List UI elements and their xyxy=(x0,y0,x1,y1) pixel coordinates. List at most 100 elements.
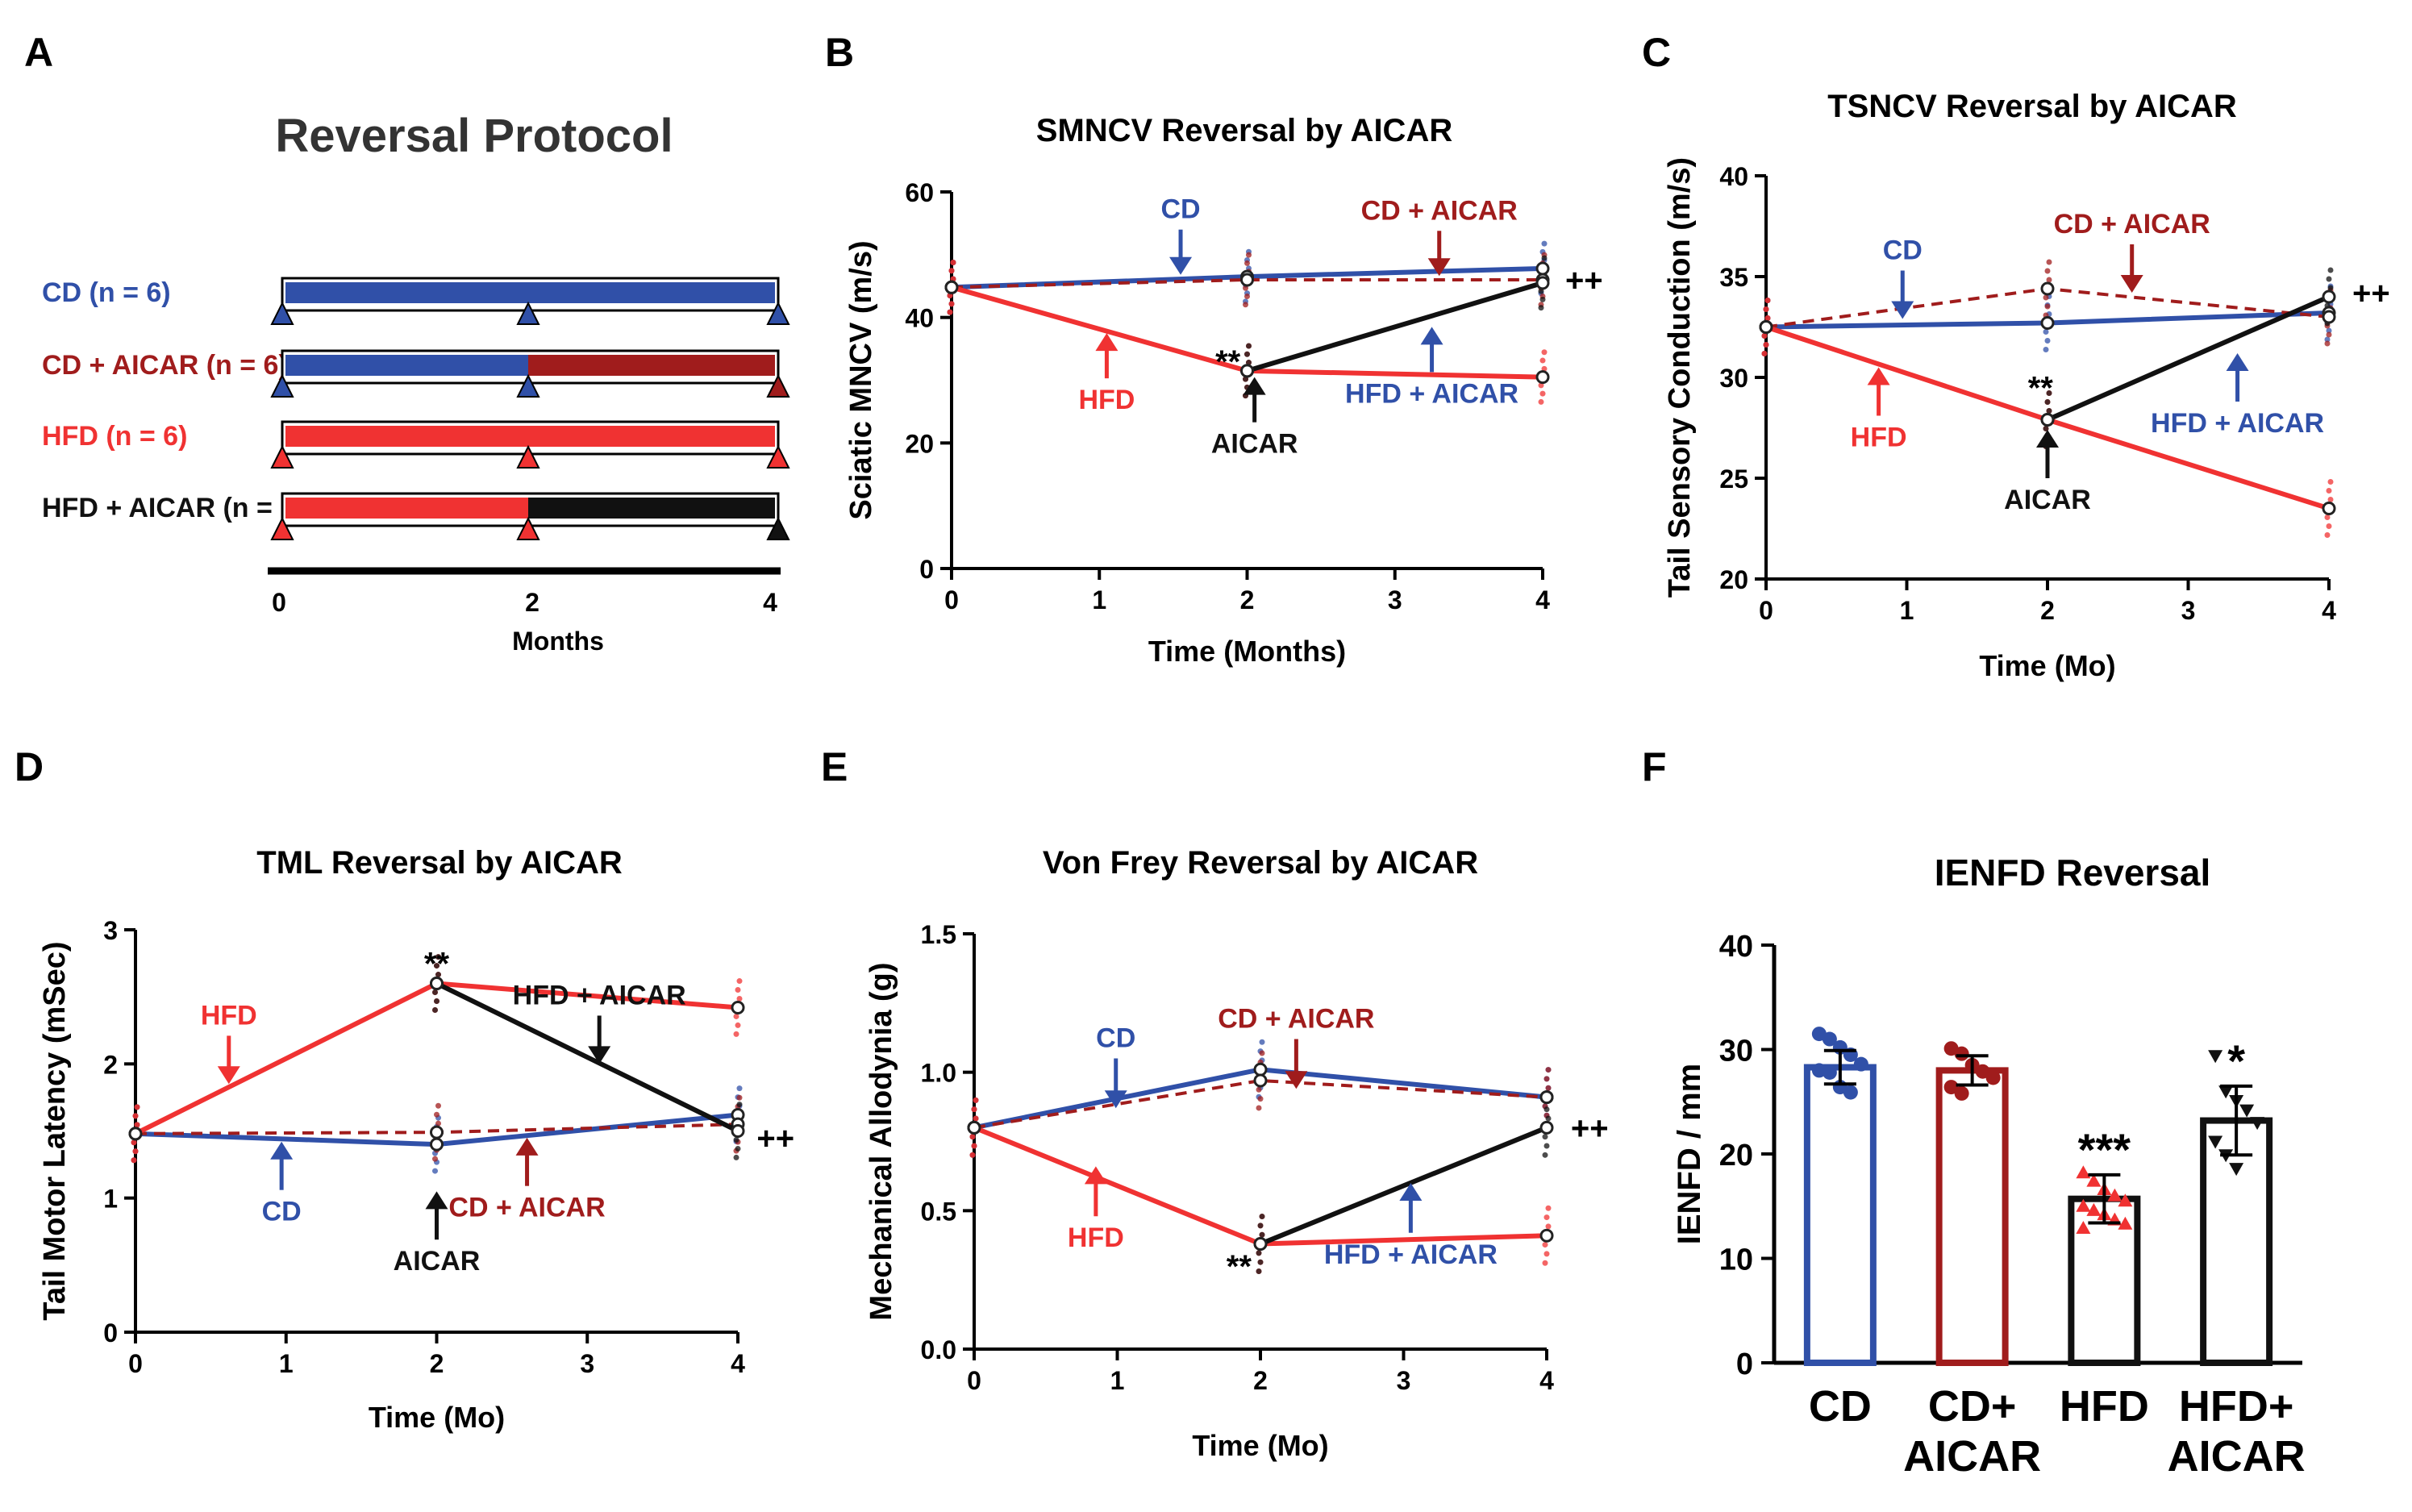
tsncv-arrow-head xyxy=(2226,353,2249,371)
tml-significance-mark: ** xyxy=(424,947,450,982)
tsncv-x-tick-label: 3 xyxy=(2181,596,2196,625)
tsncv-data-dot xyxy=(2046,277,2052,283)
tsncv-y-tick-label: 25 xyxy=(1719,464,1748,494)
von-frey-data-dot xyxy=(973,1115,979,1122)
smncv-significance-mark: ++ xyxy=(1565,263,1603,298)
von-frey-significance-mark: ** xyxy=(1227,1249,1252,1285)
tml-data-dot xyxy=(733,1013,739,1019)
tsncv-point-hfd xyxy=(1759,320,1773,334)
smncv-point-cd-aicar xyxy=(1240,273,1254,287)
tsncv-title: TSNCV Reversal by AICAR xyxy=(1827,89,2237,124)
tsncv-data-dot xyxy=(2043,426,2049,431)
chart-von-frey: Von Frey Reversal by AICAR 0.0 0.5 1.0 1.5 0 1… xyxy=(864,845,1609,1462)
smncv-annotation-label: HFD xyxy=(1078,385,1135,415)
ienfd-data-point xyxy=(2118,1216,2133,1230)
ienfd-y-tick-label: 0 xyxy=(1736,1347,1753,1381)
von-frey-data-dot xyxy=(1256,1105,1262,1111)
von-frey-data-dot xyxy=(1259,1039,1265,1045)
timeline-tick-4: 4 xyxy=(763,588,777,617)
smncv-data-dot xyxy=(950,259,956,265)
smncv-x-tick-label: 0 xyxy=(944,585,959,614)
tsncv-data-dot xyxy=(2046,259,2052,265)
tsncv-point-cd-aicar xyxy=(2322,310,2336,324)
timepoint-marker xyxy=(270,301,294,325)
group-label: HFD (n = 6) xyxy=(42,421,187,452)
ienfd-data-point xyxy=(2086,1173,2102,1187)
smncv-arrow-head xyxy=(1243,377,1266,395)
smncv-point-cd xyxy=(1535,261,1550,276)
tsncv-data-dot xyxy=(2326,327,2332,334)
tsncv-x-tick-label: 4 xyxy=(2322,596,2336,625)
tsncv-data-dot xyxy=(2327,479,2334,485)
timepoint-marker xyxy=(766,301,790,325)
tsncv-arrow-head xyxy=(1891,301,1914,319)
von-frey-data-dot xyxy=(1257,1096,1264,1102)
tml-arrow-head xyxy=(588,1046,611,1064)
protocol-bar-phase1 xyxy=(285,282,528,303)
tsncv-data-dot xyxy=(1764,298,1771,303)
ienfd-y-tick-label: 10 xyxy=(1719,1243,1753,1277)
tml-y-tick-label: 3 xyxy=(103,916,118,945)
von-frey-data-dot xyxy=(1257,1223,1264,1229)
tml-data-dot xyxy=(432,1156,438,1162)
tml-data-dot xyxy=(733,1154,739,1160)
tsncv-data-dot xyxy=(2043,294,2049,301)
timeline-label: Months xyxy=(512,627,604,656)
smncv-data-dot xyxy=(947,309,953,315)
tsncv-annotation-label: AICAR xyxy=(2004,485,2091,515)
tml-x-tick-label: 2 xyxy=(430,1349,444,1378)
von-frey-data-dot xyxy=(1545,1223,1552,1230)
ienfd-data-point xyxy=(1943,1080,1959,1095)
tsncv-data-dot xyxy=(2044,303,2051,310)
tsncv-significance-mark: ** xyxy=(2028,371,2054,406)
von-frey-annotation-label: HFD xyxy=(1068,1223,1124,1253)
ienfd-data-point xyxy=(2229,1163,2244,1177)
tsncv-y-label: Tail Sensory Conduction (m/s) xyxy=(1663,157,1697,598)
ienfd-data-point xyxy=(2118,1193,2133,1207)
von-frey-point-hfd-aicar xyxy=(1253,1237,1268,1252)
smncv-data-dot xyxy=(1244,260,1250,266)
tml-y-tick-label: 1 xyxy=(103,1185,118,1214)
tml-data-dot xyxy=(735,1145,741,1152)
ienfd-data-point xyxy=(2208,1050,2223,1064)
ienfd-y-tick-label: 40 xyxy=(1719,930,1753,964)
smncv-data-dot xyxy=(1541,240,1548,247)
smncv-data-dot xyxy=(1246,360,1252,366)
von-frey-point-hfd xyxy=(967,1120,981,1135)
von-frey-data-dot xyxy=(1543,1076,1550,1082)
smncv-arrow-head xyxy=(1420,327,1443,345)
tml-data-dot xyxy=(131,1157,137,1164)
von-frey-data-dot xyxy=(1257,1259,1264,1265)
smncv-point-hfd-aicar xyxy=(1240,364,1254,378)
smncv-data-dot xyxy=(1244,351,1250,357)
smncv-data-dot xyxy=(1539,390,1546,397)
timepoint-marker xyxy=(516,516,540,540)
von-frey-point-hfd-aicar xyxy=(1539,1120,1554,1135)
von-frey-arrow-head xyxy=(1084,1166,1107,1185)
ienfd-category-label: HFD xyxy=(2060,1382,2149,1431)
tml-x-tick-label: 4 xyxy=(731,1349,745,1378)
smncv-significance-mark: ** xyxy=(1215,344,1241,380)
von-frey-data-dot xyxy=(1256,1086,1262,1093)
smncv-arrow-head xyxy=(1427,258,1451,277)
smncv-point-hfd-aicar xyxy=(1535,276,1550,290)
von-frey-data-dot xyxy=(1542,1134,1548,1140)
von-frey-line-hfd-aicar xyxy=(1259,1125,1548,1247)
tml-data-dot xyxy=(736,1102,743,1108)
von-frey-data-dot xyxy=(1545,1205,1552,1211)
smncv-data-dot xyxy=(1541,349,1548,356)
tml-arrow-head xyxy=(270,1141,294,1160)
chart-tsncv: TSNCV Reversal by AICAR 20 25 30 35 40 0 1 2 3 4 Ti… xyxy=(1663,89,2390,682)
smncv-data-dot xyxy=(1538,382,1544,389)
timeline-tick-2: 2 xyxy=(525,588,539,617)
ienfd-bar xyxy=(1935,1067,2009,1367)
von-frey-data-dot xyxy=(1542,1260,1548,1266)
tml-annotation-label: HFD + AICAR xyxy=(513,980,686,1010)
tml-data-dot xyxy=(432,1168,438,1174)
von-frey-x-tick-label: 2 xyxy=(1253,1366,1268,1395)
tsncv-data-dot xyxy=(2327,497,2334,502)
von-frey-data-dot xyxy=(1259,1214,1265,1220)
smncv-data-dot xyxy=(948,301,955,307)
von-frey-data-dot xyxy=(969,1134,976,1140)
tsncv-data-dot xyxy=(2326,276,2332,282)
